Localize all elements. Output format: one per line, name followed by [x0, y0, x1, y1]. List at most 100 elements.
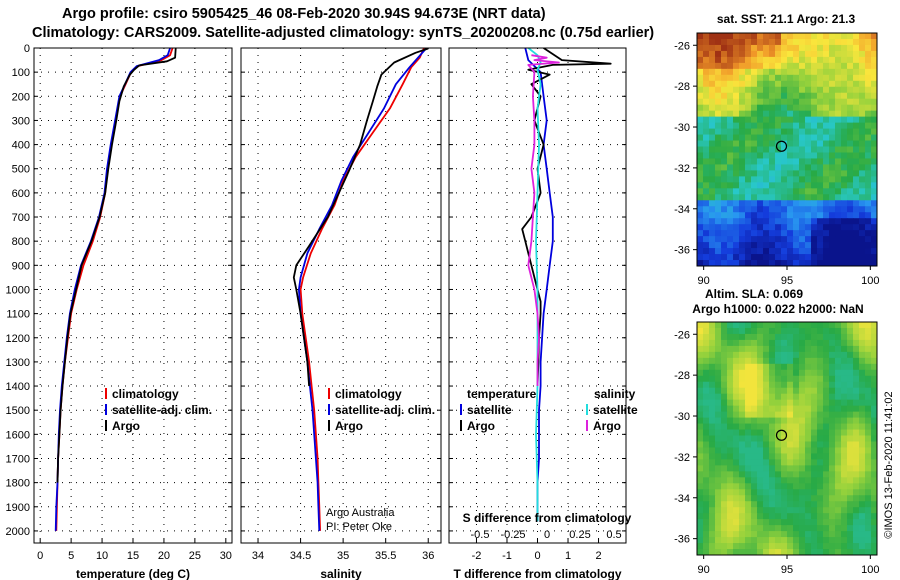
map-cell — [805, 62, 812, 70]
map-cell — [709, 405, 716, 413]
map-cell — [775, 110, 782, 118]
map-cell — [733, 513, 740, 520]
map-cell — [847, 68, 854, 76]
map-cell — [697, 188, 704, 195]
map-cell — [697, 224, 704, 231]
map-cell — [775, 483, 782, 490]
map-cell — [787, 375, 794, 383]
map-cell — [847, 62, 854, 70]
map-cell — [823, 351, 830, 359]
map-cell — [739, 387, 746, 395]
map-cell — [781, 122, 788, 130]
map-cell — [793, 44, 800, 52]
map-cell — [811, 453, 818, 461]
map-cell — [847, 339, 854, 347]
map-cell — [841, 164, 848, 172]
map-cell — [817, 543, 824, 550]
map-cell — [865, 441, 872, 449]
map-cell — [805, 104, 812, 112]
map-cell — [703, 236, 710, 243]
map-cell — [829, 549, 836, 555]
map-cell — [745, 363, 752, 371]
map-cell — [697, 140, 704, 148]
map-cell — [859, 170, 866, 177]
map-cell — [847, 507, 854, 514]
map-cell — [793, 116, 800, 124]
map-cell — [769, 242, 776, 249]
map-cell — [817, 423, 824, 431]
map-cell — [871, 465, 877, 472]
map-cell — [775, 98, 782, 106]
map-cell — [805, 212, 812, 219]
map-cell — [751, 33, 758, 40]
map-cell — [859, 56, 866, 64]
map-cell — [817, 74, 824, 82]
map-cell — [793, 152, 800, 160]
map-cell — [757, 56, 764, 64]
map-cell — [727, 375, 734, 383]
map-cell — [865, 254, 872, 261]
map-cell — [811, 146, 818, 154]
map-cell — [859, 33, 866, 40]
map-cell — [787, 236, 794, 243]
map-cell — [829, 435, 836, 443]
map-cell — [697, 327, 704, 335]
map-cell — [781, 537, 788, 544]
map-cell — [787, 513, 794, 520]
map-cell — [871, 519, 877, 526]
map-cell — [721, 92, 728, 100]
map-cell — [745, 453, 752, 461]
map-cell — [859, 98, 866, 106]
map-cell — [727, 351, 734, 359]
map-cell — [721, 417, 728, 425]
map-cell — [853, 477, 860, 484]
map-cell — [853, 50, 860, 58]
map-cell — [859, 441, 866, 449]
map-cell — [721, 327, 728, 335]
map-cell — [811, 405, 818, 413]
map-cell — [811, 224, 818, 231]
map-cell — [697, 459, 704, 466]
map-cell — [817, 351, 824, 359]
map-cell — [835, 327, 842, 335]
map-cell — [799, 531, 806, 538]
map-cell — [763, 110, 770, 118]
map-cell — [763, 369, 770, 377]
map-cell — [763, 483, 770, 490]
series-line — [299, 48, 425, 531]
map-cell — [865, 501, 872, 508]
map-cell — [847, 206, 854, 213]
map-cell — [787, 429, 794, 437]
map-cell — [811, 182, 818, 189]
map-cell — [703, 549, 710, 555]
map-cell — [841, 236, 848, 243]
map-cell — [769, 92, 776, 100]
map-cell — [781, 459, 788, 466]
map-cell — [763, 495, 770, 502]
map-cell — [775, 50, 782, 58]
map-cell — [733, 375, 740, 383]
map-cell — [811, 236, 818, 243]
map-cell — [805, 417, 812, 425]
map-cell — [697, 248, 704, 255]
map-cell — [727, 38, 734, 46]
map-cell — [865, 62, 872, 70]
map-cell — [781, 327, 788, 335]
map-cell — [799, 68, 806, 76]
map-cell — [769, 537, 776, 544]
map-cell — [847, 519, 854, 526]
map-cell — [835, 92, 842, 100]
map-cell — [799, 170, 806, 177]
map-cell — [817, 357, 824, 365]
map-cell — [763, 417, 770, 425]
map-cell — [745, 62, 752, 70]
map-cell — [763, 122, 770, 130]
map-cell — [769, 212, 776, 219]
map-cell — [709, 182, 716, 189]
map-cell — [697, 333, 704, 341]
map-cell — [769, 357, 776, 365]
map-cell — [757, 182, 764, 189]
map-cell — [739, 98, 746, 106]
map-cell — [865, 417, 872, 425]
